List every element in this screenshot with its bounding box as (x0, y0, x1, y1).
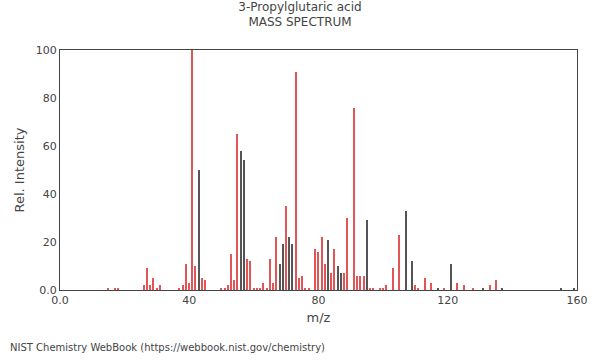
svg-text:m/z: m/z (307, 310, 331, 325)
svg-text:NIST Chemistry WebBook (https:: NIST Chemistry WebBook (https://webbook.… (10, 342, 325, 353)
svg-text:60: 60 (43, 140, 57, 153)
svg-text:40: 40 (43, 188, 57, 201)
svg-text:80: 80 (312, 294, 326, 307)
svg-text:3-Propylglutaric acidMASS SPEC: 3-Propylglutaric acidMASS SPECTRUM (238, 0, 361, 29)
svg-text:80: 80 (43, 92, 57, 105)
svg-text:0.0: 0.0 (39, 284, 57, 297)
svg-text:Rel. Intensity: Rel. Intensity (12, 127, 27, 212)
svg-text:0.0: 0.0 (51, 294, 69, 307)
svg-text:160: 160 (567, 294, 588, 307)
svg-text:20: 20 (43, 236, 57, 249)
svg-text:120: 120 (437, 294, 458, 307)
svg-text:100: 100 (36, 44, 57, 57)
svg-text:40: 40 (182, 294, 196, 307)
